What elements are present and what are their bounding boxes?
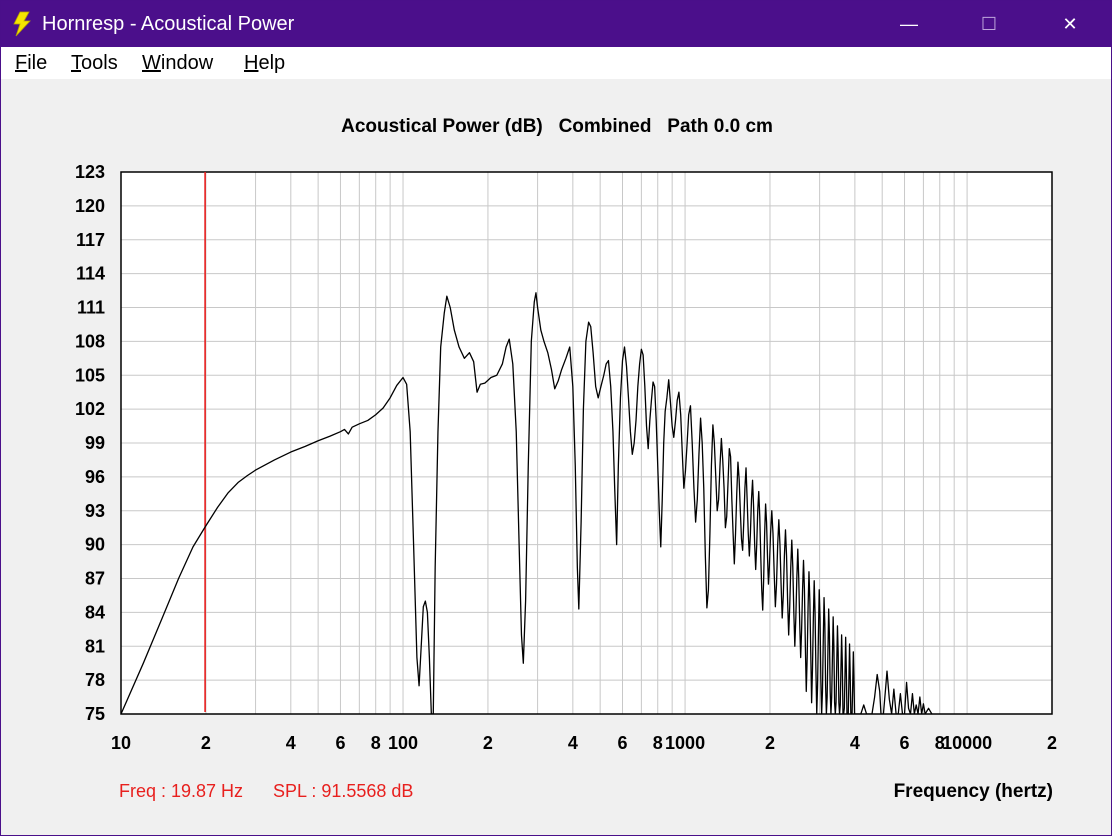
- series-line: [121, 292, 933, 714]
- y-tick-label: 105: [75, 365, 105, 385]
- menu-window[interactable]: Window: [142, 52, 213, 75]
- y-tick-label: 123: [75, 162, 105, 182]
- x-tick-label: 100: [388, 733, 418, 753]
- cursor-frequency-readout: Freq : 19.87 Hz: [119, 781, 244, 801]
- menu-window-mnemonic: W: [142, 52, 161, 74]
- y-tick-label: 99: [85, 433, 105, 453]
- menu-file[interactable]: File: [15, 52, 47, 75]
- close-button[interactable]: ✕: [1062, 14, 1078, 34]
- menu-help-label: elp: [258, 52, 286, 74]
- x-tick-label: 4: [286, 733, 296, 753]
- x-tick-label: 6: [335, 733, 345, 753]
- y-tick-label: 75: [85, 704, 105, 724]
- menu-bar: File Tools Window Help: [1, 47, 1111, 79]
- x-tick-label: 1000: [665, 733, 705, 753]
- x-tick-label: 4: [850, 733, 860, 753]
- plot-frame: [120, 171, 1053, 715]
- window-title: Hornresp - Acoustical Power: [42, 13, 295, 35]
- y-tick-label: 114: [76, 264, 105, 284]
- y-tick-label: 111: [77, 298, 105, 318]
- menu-help-mnemonic: H: [244, 52, 259, 74]
- y-tick-label: 117: [76, 230, 105, 250]
- menu-file-label: ile: [27, 52, 48, 74]
- x-tick-label: 10: [111, 733, 131, 753]
- y-tick-label: 120: [75, 196, 105, 216]
- x-tick-label: 8: [371, 733, 381, 753]
- menu-file-mnemonic: F: [15, 52, 28, 74]
- x-tick-label: 2: [1047, 733, 1057, 753]
- x-tick-label: 8: [653, 733, 663, 753]
- y-tick-label: 90: [85, 535, 105, 555]
- y-tick-label: 108: [75, 331, 105, 351]
- y-tick-label: 96: [85, 467, 105, 487]
- y-tick-label: 81: [85, 636, 105, 656]
- y-tick-label: 102: [75, 399, 105, 419]
- menu-tools[interactable]: Tools: [71, 52, 118, 75]
- x-tick-label: 10000: [942, 733, 992, 753]
- minimize-button[interactable]: —: [900, 14, 918, 34]
- cursor-spl-readout: SPL : 91.5568 dB: [273, 781, 414, 801]
- y-tick-label: 84: [85, 602, 105, 622]
- maximize-button[interactable]: ☐: [980, 14, 998, 34]
- x-axis-label: Frequency (hertz): [893, 781, 1053, 802]
- chart-title: Acoustical Power (dB) Combined Path 0.0 …: [341, 116, 773, 137]
- menu-window-label: indow: [160, 52, 214, 74]
- x-tick-label: 6: [900, 733, 910, 753]
- y-tick-label: 87: [85, 569, 105, 589]
- x-tick-label: 2: [765, 733, 775, 753]
- menu-help[interactable]: Help: [244, 52, 285, 75]
- x-tick-label: 8: [935, 733, 945, 753]
- lightning-bolt-icon: [13, 11, 31, 37]
- x-tick-label: 2: [483, 733, 493, 753]
- title-bar[interactable]: Hornresp - Acoustical Power — ☐ ✕: [1, 1, 1111, 47]
- y-tick-label: 93: [85, 501, 105, 521]
- x-tick-label: 4: [568, 733, 578, 753]
- x-tick-label: 2: [201, 733, 211, 753]
- x-tick-label: 6: [617, 733, 627, 753]
- y-tick-label: 78: [85, 670, 105, 690]
- menu-tools-mnemonic: T: [71, 52, 81, 74]
- menu-tools-label: ools: [81, 52, 118, 74]
